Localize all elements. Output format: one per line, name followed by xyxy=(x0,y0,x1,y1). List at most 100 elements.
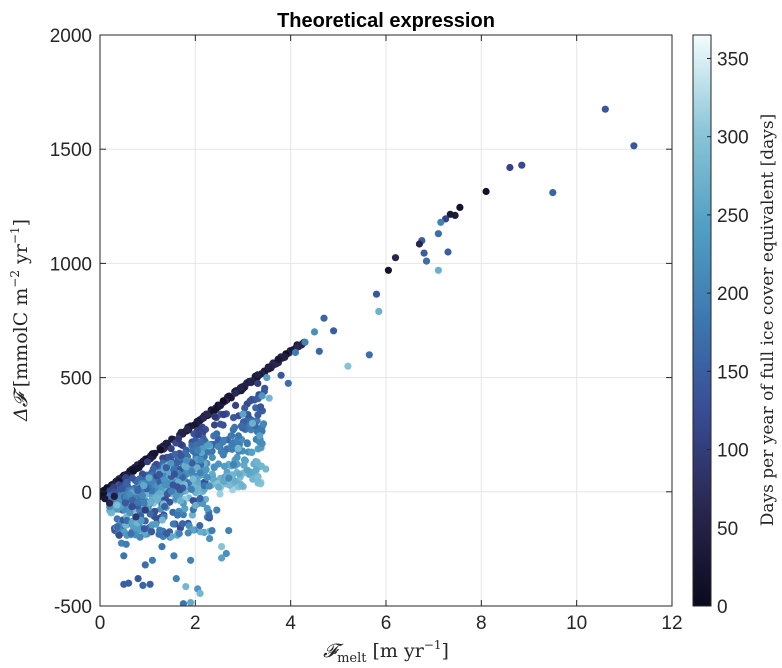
data-point xyxy=(187,599,195,606)
data-point xyxy=(115,531,123,539)
data-point xyxy=(434,230,442,238)
data-point xyxy=(482,187,490,196)
data-point xyxy=(256,432,264,440)
data-point xyxy=(456,203,464,211)
data-point xyxy=(167,487,175,495)
data-point xyxy=(265,394,273,402)
data-point xyxy=(228,432,236,440)
data-point xyxy=(219,451,227,459)
data-point xyxy=(264,363,272,371)
x-tick-label: 2 xyxy=(190,613,201,634)
data-point xyxy=(140,482,148,490)
data-point xyxy=(113,523,121,531)
data-point xyxy=(222,549,230,558)
scatter-points xyxy=(100,105,638,606)
data-point xyxy=(122,540,130,548)
data-point xyxy=(139,581,147,590)
x-label-superscript: −1 xyxy=(424,638,442,652)
data-point xyxy=(110,492,118,500)
data-point xyxy=(234,444,242,452)
data-point xyxy=(167,445,175,453)
data-point xyxy=(422,257,431,265)
data-point xyxy=(172,575,180,583)
x-tick-label: 4 xyxy=(285,613,296,634)
data-point xyxy=(235,470,243,478)
data-point xyxy=(254,472,262,481)
y-label-unit: [mmolC m xyxy=(10,288,32,388)
y-label-unit-close: ] xyxy=(10,219,32,226)
data-point xyxy=(375,307,383,315)
data-point xyxy=(173,511,182,519)
data-point xyxy=(151,449,159,457)
data-point xyxy=(188,511,196,519)
data-point xyxy=(162,481,170,489)
data-point xyxy=(218,554,226,562)
data-point xyxy=(320,314,328,322)
data-point xyxy=(169,520,177,528)
data-point xyxy=(241,404,249,412)
x-tick-label: 8 xyxy=(476,613,487,634)
data-point xyxy=(260,420,268,428)
data-point xyxy=(196,589,204,598)
data-point xyxy=(182,463,190,471)
data-point xyxy=(237,422,245,430)
data-point xyxy=(127,529,135,538)
data-point xyxy=(179,600,187,606)
data-point xyxy=(211,413,219,421)
data-point xyxy=(202,466,210,474)
data-point xyxy=(146,510,154,518)
data-point xyxy=(203,473,211,482)
data-point xyxy=(291,348,299,357)
data-point xyxy=(274,355,282,363)
data-point xyxy=(148,521,156,529)
x-label-unit-close: ] xyxy=(442,640,449,662)
data-point xyxy=(128,503,136,511)
data-point xyxy=(391,254,400,262)
data-point xyxy=(148,527,156,536)
data-point xyxy=(172,459,181,467)
data-point xyxy=(120,580,128,588)
data-point xyxy=(219,397,227,405)
y-label-superscript-2: −1 xyxy=(8,226,22,244)
data-point xyxy=(206,535,214,543)
data-point xyxy=(549,189,557,197)
data-point xyxy=(446,210,454,218)
data-point xyxy=(330,327,338,335)
data-point xyxy=(216,420,225,428)
data-point xyxy=(146,499,154,507)
y-label-symbol: Δ𝓕 xyxy=(10,386,32,422)
data-point xyxy=(146,580,154,588)
data-point xyxy=(125,491,134,499)
x-label-subscript: melt xyxy=(337,651,367,663)
data-point xyxy=(239,410,247,418)
data-point xyxy=(175,530,183,538)
y-tick-label: 1000 xyxy=(50,254,92,275)
data-point xyxy=(372,290,381,298)
data-point xyxy=(161,502,169,511)
data-point xyxy=(182,583,190,591)
data-point xyxy=(196,522,204,530)
data-point xyxy=(149,465,157,473)
data-point xyxy=(158,543,166,551)
colorbar-tick-label: 100 xyxy=(717,441,749,462)
data-point xyxy=(444,248,452,256)
data-point xyxy=(258,392,266,400)
x-tick-label: 6 xyxy=(381,613,392,634)
data-point xyxy=(173,483,181,491)
grid-lines xyxy=(100,35,672,606)
data-point xyxy=(162,464,170,472)
data-point xyxy=(197,456,205,464)
data-point xyxy=(167,459,175,468)
data-point xyxy=(437,218,445,226)
data-point xyxy=(189,475,197,483)
data-point xyxy=(158,516,166,524)
data-point xyxy=(231,389,240,397)
data-point xyxy=(182,456,191,464)
colorbar-tick-label: 0 xyxy=(717,597,728,618)
data-point xyxy=(257,403,265,411)
data-point xyxy=(238,482,246,490)
data-point xyxy=(176,497,184,505)
data-point xyxy=(205,482,213,490)
y-axis-label: Δ𝓕[mmolC m−2 yr−1] xyxy=(8,219,32,422)
